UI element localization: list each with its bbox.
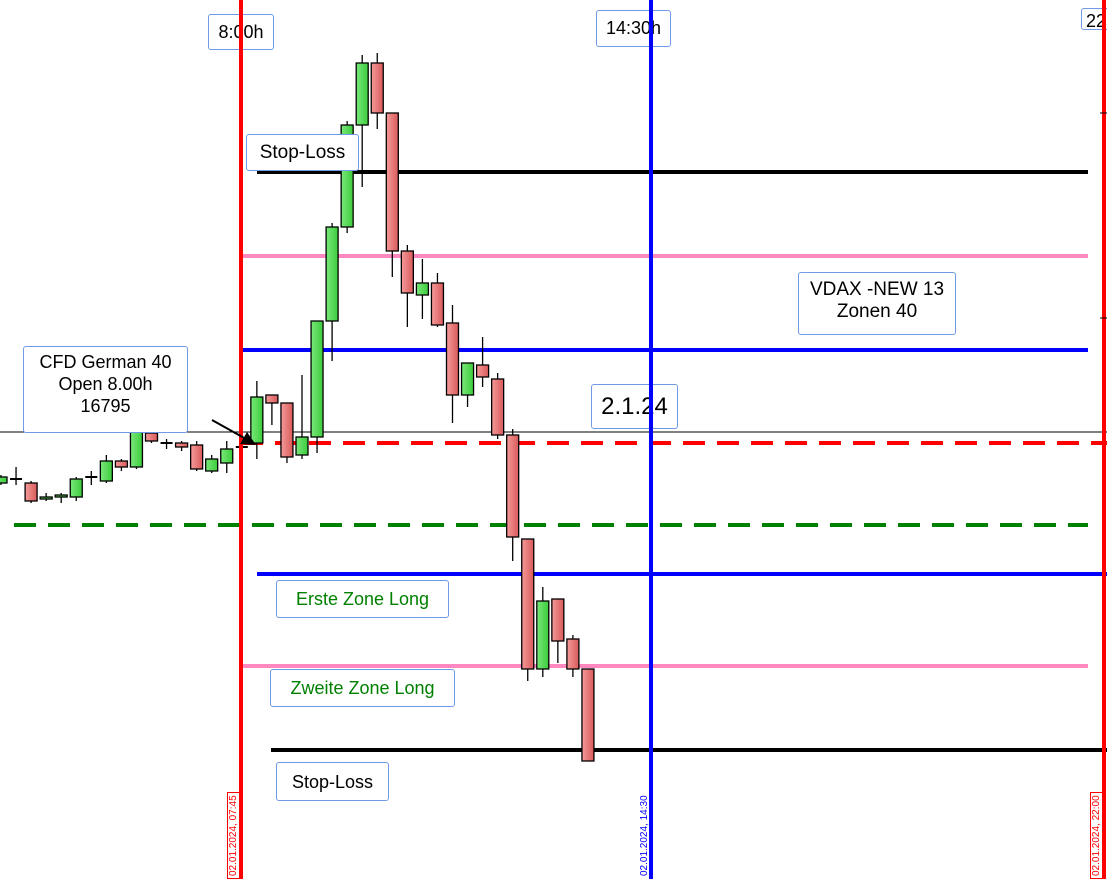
candle bbox=[24, 481, 38, 503]
zonen-line: Zonen 40 bbox=[836, 301, 918, 322]
candle bbox=[460, 362, 475, 407]
candle-body-up bbox=[250, 396, 264, 444]
candle bbox=[99, 455, 113, 483]
date-label: 2.1.24 bbox=[591, 384, 678, 429]
time-axis-label-0745: 02.01.2024, 07:45 bbox=[227, 792, 240, 879]
candle bbox=[85, 471, 98, 485]
zweite-zone-long-label: Zweite Zone Long bbox=[270, 669, 455, 707]
candle-body-up bbox=[460, 362, 475, 396]
time-axis-label-2200: 02.01.2024, 22:00 bbox=[1090, 792, 1103, 879]
candle-body-down bbox=[265, 394, 279, 404]
open-price: 16795 bbox=[80, 396, 131, 416]
candle-body-up bbox=[295, 436, 309, 456]
candle bbox=[54, 493, 68, 503]
candle-body-up bbox=[0, 476, 8, 484]
candle-body-down bbox=[189, 444, 204, 470]
candle bbox=[415, 259, 430, 319]
candle-body-up bbox=[54, 494, 68, 498]
candle bbox=[265, 394, 279, 425]
candle-body-down bbox=[551, 598, 565, 642]
candle bbox=[114, 459, 129, 471]
candle bbox=[69, 477, 83, 501]
candle bbox=[370, 53, 384, 129]
candle bbox=[506, 429, 520, 561]
candle bbox=[160, 439, 173, 449]
candle bbox=[490, 373, 505, 439]
erste-zone-long-label: Erste Zone Long bbox=[276, 580, 449, 618]
candle-body-up bbox=[415, 282, 430, 296]
candle-body-up bbox=[99, 460, 113, 482]
candle bbox=[445, 305, 460, 423]
candle bbox=[235, 445, 248, 448]
candle bbox=[566, 635, 580, 677]
candle-body-up bbox=[325, 226, 339, 322]
candle-body-up bbox=[536, 600, 550, 670]
candle-body-down bbox=[400, 250, 415, 294]
candle bbox=[280, 402, 294, 463]
candle-body-down bbox=[24, 482, 38, 502]
candle-body-down bbox=[280, 402, 294, 458]
vdax-line: VDAX -NEW 13 bbox=[809, 279, 945, 300]
candle-body-down bbox=[370, 62, 384, 114]
stop-loss-lower-label: Stop-Loss bbox=[276, 762, 389, 801]
candle bbox=[220, 441, 234, 473]
candle-body-down bbox=[521, 538, 535, 670]
time-label-1430h: 14:30h bbox=[596, 10, 671, 47]
candle-body-down bbox=[581, 668, 595, 762]
candle-body-down bbox=[430, 282, 445, 326]
candle bbox=[430, 273, 445, 327]
candle bbox=[0, 475, 8, 485]
candle-body-up bbox=[69, 478, 83, 498]
candle bbox=[521, 538, 535, 681]
time-label-22h: 22:00h bbox=[1081, 8, 1107, 30]
candle bbox=[325, 223, 339, 361]
candle-body-up bbox=[205, 458, 219, 472]
candle bbox=[250, 381, 264, 459]
candle bbox=[205, 455, 219, 473]
candle-body-down bbox=[385, 112, 399, 252]
candle bbox=[400, 245, 415, 327]
candle-body-down bbox=[114, 460, 129, 468]
time-axis-label-1430: 02.01.2024, 14:30 bbox=[639, 795, 650, 876]
candle bbox=[551, 598, 565, 663]
candle-body-up bbox=[355, 62, 369, 126]
candle bbox=[355, 55, 369, 187]
candle bbox=[189, 441, 204, 471]
candle bbox=[385, 112, 399, 277]
candle-body-down bbox=[506, 434, 520, 538]
candle bbox=[295, 375, 309, 459]
candle-body-down bbox=[144, 432, 159, 442]
instrument-info-box: CFD German 40 Open 8.00h 16795 bbox=[23, 346, 188, 433]
candle bbox=[536, 587, 550, 677]
candle bbox=[174, 441, 189, 451]
candle-body-down bbox=[490, 378, 505, 436]
candle-body-down bbox=[566, 638, 580, 670]
candle bbox=[10, 467, 23, 485]
time-label-8h: 8:00h bbox=[208, 14, 274, 50]
candle bbox=[39, 493, 53, 501]
vdax-info-box: VDAX -NEW 13 Zonen 40 bbox=[798, 272, 956, 335]
candle-body-up bbox=[220, 448, 234, 464]
candle bbox=[581, 668, 595, 762]
candle bbox=[310, 320, 324, 453]
candle-body-up bbox=[310, 320, 324, 438]
candle-body-up bbox=[39, 496, 53, 500]
candle bbox=[475, 337, 490, 387]
open-time: Open 8.00h bbox=[58, 374, 153, 394]
candle-body-down bbox=[174, 442, 189, 448]
candle-body-down bbox=[445, 322, 460, 396]
stop-loss-upper-label: Stop-Loss bbox=[246, 134, 359, 171]
instrument-name: CFD German 40 bbox=[39, 352, 172, 372]
candle-body-down bbox=[475, 364, 490, 378]
